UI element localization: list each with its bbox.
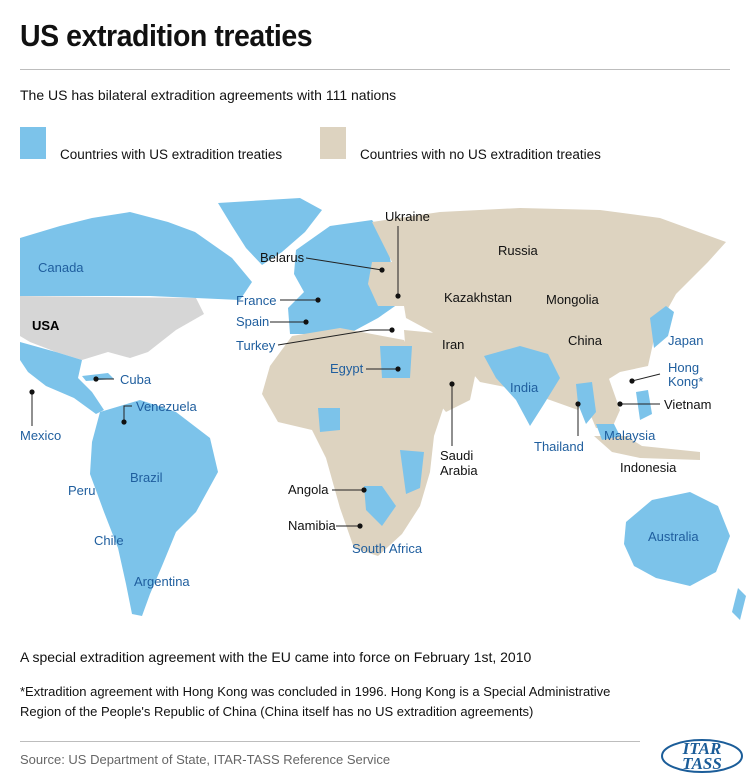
- legend-no-treaty-label: Countries with no US extradition treatie…: [360, 147, 601, 162]
- label-kazakhstan: Kazakhstan: [444, 290, 512, 305]
- label-venezuela: Venezuela: [136, 399, 197, 414]
- itar-tass-logo: ITAR TASS: [660, 738, 744, 774]
- japan: [650, 306, 674, 348]
- label-spain: Spain: [236, 314, 269, 329]
- indonesia: [594, 436, 700, 460]
- label-ukraine: Ukraine: [385, 209, 430, 224]
- label-france: France: [236, 293, 276, 308]
- label-hong-kong-line2: Kong*: [668, 374, 703, 389]
- legend-treaty-label: Countries with US extradition treaties: [60, 147, 283, 162]
- middle-east: [404, 330, 478, 412]
- new-zealand: [732, 588, 746, 620]
- russia-asia: [372, 208, 726, 410]
- label-namibia: Namibia: [288, 518, 336, 533]
- eu-note: A special extradition agreement with the…: [20, 649, 532, 665]
- label-egypt: Egypt: [330, 361, 364, 376]
- europe: [288, 220, 398, 334]
- legend-no-treaty-swatch: [320, 127, 346, 159]
- south-america: [90, 400, 218, 616]
- page-title: US extradition treaties: [20, 18, 313, 53]
- footer-divider: [20, 741, 640, 742]
- malaysia-shape: [596, 424, 620, 440]
- label-peru: Peru: [68, 483, 95, 498]
- label-thailand: Thailand: [534, 439, 584, 454]
- greenland: [218, 198, 322, 265]
- label-angola: Angola: [288, 482, 329, 497]
- label-mexico: Mexico: [20, 428, 61, 443]
- logo-line2: TASS: [682, 754, 722, 773]
- label-south-africa: South Africa: [352, 541, 423, 556]
- leader-hong-kong: [631, 373, 661, 382]
- thailand-shape: [576, 382, 596, 424]
- label-malaysia: Malaysia: [604, 428, 656, 443]
- label-indonesia: Indonesia: [620, 460, 677, 475]
- label-argentina: Argentina: [134, 574, 190, 589]
- landmasses: [20, 198, 746, 620]
- legend-treaty-swatch: [20, 127, 46, 159]
- leader-turkey: [277, 329, 392, 346]
- leader-belarus: [305, 257, 383, 271]
- label-cuba: Cuba: [120, 372, 152, 387]
- subtitle: The US has bilateral extradition agreeme…: [20, 87, 397, 103]
- title-divider: [20, 69, 730, 70]
- east-africa-shape: [400, 450, 424, 494]
- label-chile: Chile: [94, 533, 124, 548]
- label-mongolia: Mongolia: [546, 292, 600, 307]
- label-saudi-line2: Arabia: [440, 463, 478, 478]
- source-note: Source: US Department of State, ITAR-TAS…: [20, 752, 391, 767]
- usa: [20, 296, 204, 360]
- label-turkey: Turkey: [236, 338, 276, 353]
- label-hong-kong-line1: Hong: [668, 360, 699, 375]
- australia: [624, 492, 730, 586]
- leader-lines: [31, 226, 661, 527]
- southern-africa-shape: [364, 486, 396, 526]
- west-africa-shape: [318, 408, 340, 432]
- label-saudi-line1: Saudi: [440, 448, 473, 463]
- label-usa: USA: [32, 318, 60, 333]
- logo-swoosh: [661, 739, 743, 773]
- label-brazil: Brazil: [130, 470, 163, 485]
- label-iran: Iran: [442, 337, 464, 352]
- hong-kong-footnote: *Extradition agreement with Hong Kong wa…: [20, 684, 611, 719]
- canada: [20, 212, 252, 300]
- leader-venezuela: [123, 405, 132, 422]
- map-labels: USA Canada France Spain Turkey Egypt Cub…: [20, 209, 711, 589]
- world-map: USA Canada France Spain Turkey Egypt Cub…: [20, 198, 746, 620]
- mexico: [20, 342, 104, 414]
- leader-dots: [29, 267, 635, 529]
- label-vietnam: Vietnam: [664, 397, 711, 412]
- label-belarus: Belarus: [260, 250, 305, 265]
- label-canada: Canada: [38, 260, 84, 275]
- label-australia: Australia: [648, 529, 699, 544]
- label-india: India: [510, 380, 539, 395]
- label-china: China: [568, 333, 603, 348]
- treaty-highlights: [318, 346, 620, 526]
- egypt-shape: [380, 346, 412, 378]
- label-japan: Japan: [668, 333, 703, 348]
- philippines: [636, 390, 652, 420]
- africa: [262, 328, 446, 556]
- india: [484, 346, 560, 426]
- logo-line1: ITAR: [682, 739, 722, 758]
- label-russia: Russia: [498, 243, 539, 258]
